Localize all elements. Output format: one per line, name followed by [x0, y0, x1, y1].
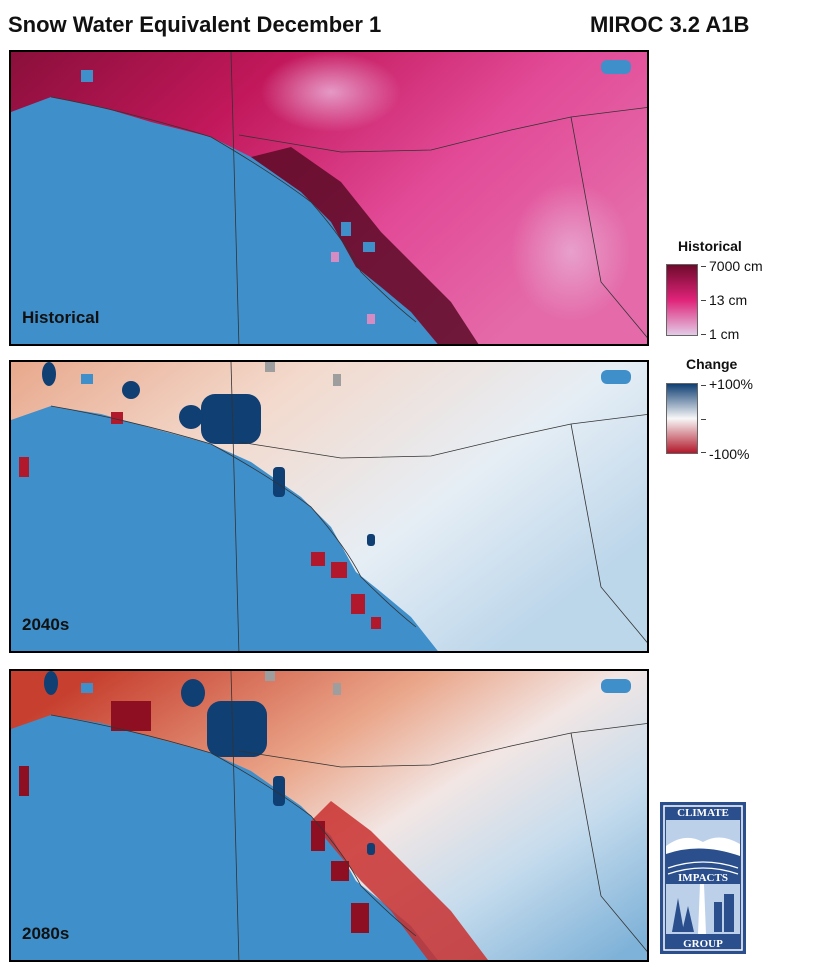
historical-tick-max: 7000 cm	[709, 258, 763, 274]
historical-legend-title: Historical	[678, 238, 742, 254]
historical-panel: Historical	[9, 50, 649, 346]
model-label: MIROC 3.2 A1B	[590, 12, 750, 37]
logo-middle-text: IMPACTS	[678, 872, 728, 884]
change-2040s-map	[11, 362, 647, 651]
map-title: Snow Water Equivalent December 1	[8, 12, 382, 37]
historical-tick-mid: 13 cm	[709, 292, 748, 308]
change-legend-title: Change	[686, 356, 738, 372]
change-tick-min: -100%	[709, 446, 750, 462]
historical-swe-map	[11, 52, 647, 344]
panel-label-historical: Historical	[22, 308, 100, 327]
historical-colorbar	[666, 264, 698, 336]
change-tick-max: +100%	[709, 376, 753, 392]
historical-tick-min: 1 cm	[709, 326, 740, 342]
change-2080s-map	[11, 671, 647, 960]
panel-label-2080s: 2080s	[22, 924, 70, 943]
panel-label-2040s: 2040s	[22, 615, 70, 634]
logo-top-text: CLIMATE	[677, 807, 729, 819]
loss-cells	[19, 412, 381, 629]
gain-cells	[42, 362, 375, 546]
land-mass	[11, 362, 647, 651]
gain-cells	[44, 671, 375, 855]
panel-2080s: 2080s	[9, 669, 649, 962]
panel-2040s: 2040s	[9, 360, 649, 653]
logo-bottom-text: GROUP	[683, 938, 723, 950]
loss-cells	[19, 701, 369, 933]
change-colorbar	[666, 383, 698, 454]
climate-impacts-group-logo: CLIMATE IMPACTS GROUP	[660, 802, 746, 954]
